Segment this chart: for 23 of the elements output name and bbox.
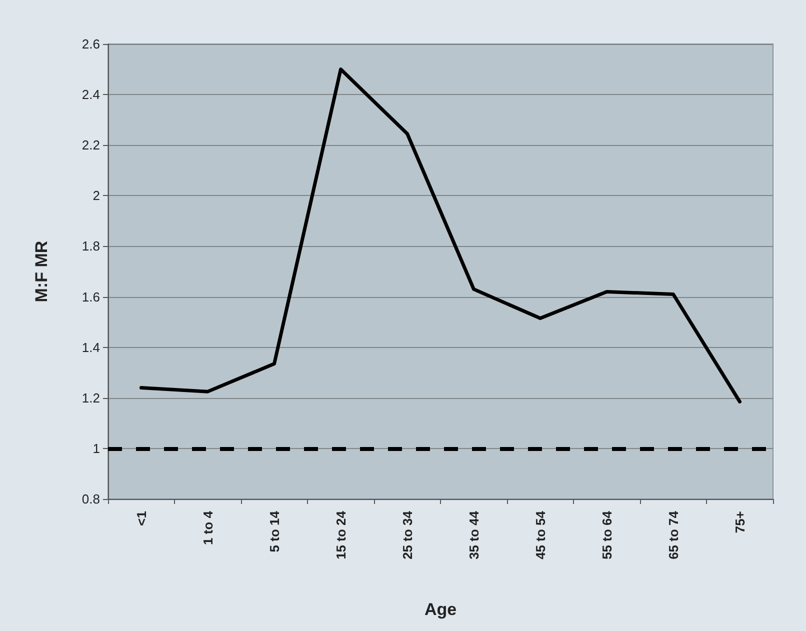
- x-tick-label: 35 to 44: [466, 510, 482, 560]
- y-tick-label: 1.2: [82, 390, 100, 406]
- x-tick-label: 75+: [732, 510, 748, 534]
- x-tick-label: 1 to 4: [200, 510, 216, 545]
- x-tick-label: 45 to 54: [532, 510, 548, 560]
- y-tick-label: 1.8: [82, 238, 100, 254]
- x-axis-title: Age: [424, 600, 457, 619]
- line-series: [140, 68, 742, 404]
- y-tick-label: 2.6: [82, 36, 100, 52]
- y-tick-label: 1: [92, 440, 100, 456]
- x-tick-label: <1: [134, 511, 149, 526]
- x-tick-label: 15 to 24: [333, 510, 348, 560]
- x-tick-label: 5 to 14: [266, 510, 282, 552]
- y-tick-label: 2.4: [82, 87, 100, 102]
- y-axis-title: M:F MR: [32, 240, 51, 302]
- x-tick-label: 25 to 34: [400, 510, 415, 560]
- y-tick-label: 2: [92, 188, 100, 204]
- y-tick-label: 0.8: [82, 492, 100, 506]
- x-tick-label: 55 to 64: [599, 510, 614, 560]
- y-tick-label: 1.4: [82, 340, 100, 355]
- y-tick-label: 1.6: [82, 289, 100, 304]
- y-tick-label: 2.2: [82, 138, 100, 153]
- x-tick-label: 65 to 74: [666, 510, 681, 560]
